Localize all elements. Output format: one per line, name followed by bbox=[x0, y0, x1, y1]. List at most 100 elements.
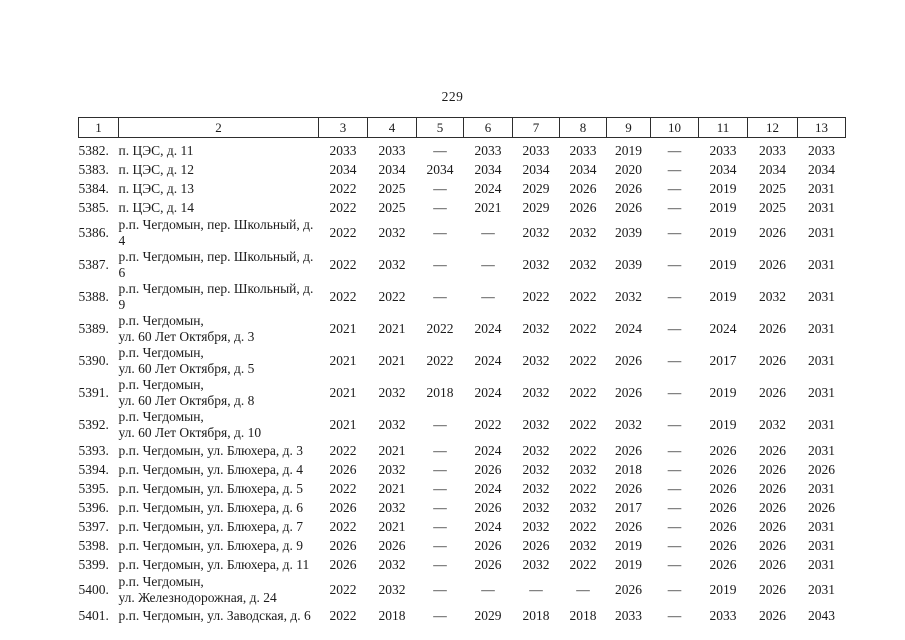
row-value: 2031 bbox=[808, 518, 835, 534]
row-value: 2024 bbox=[474, 321, 502, 336]
row-value: 2024 bbox=[474, 180, 502, 196]
row-value: 2019 bbox=[709, 180, 737, 196]
row-value: 2017 bbox=[709, 353, 737, 368]
row-value: 2026 bbox=[474, 499, 502, 515]
row-value: 2033 bbox=[522, 142, 550, 158]
row-value: 2034 bbox=[426, 161, 454, 177]
row-address: р.п. Чегдомын, ул. Блюхера, д. 7 bbox=[118, 518, 303, 534]
row-value: 2026 bbox=[759, 385, 786, 400]
row-value: 2022 bbox=[522, 289, 550, 304]
row-value: 2032 bbox=[522, 480, 550, 496]
row-value: — bbox=[667, 461, 682, 477]
row-value: — bbox=[667, 556, 682, 572]
row-value: — bbox=[667, 161, 682, 177]
column-header-2: 2 bbox=[118, 117, 319, 138]
row-value: 2026 bbox=[329, 461, 357, 477]
row-number: 5387. bbox=[78, 257, 109, 272]
row-address: р.п. Чегдомын, ул. 60 Лет Октября, д. 3 bbox=[118, 313, 255, 344]
row-value: 2024 bbox=[474, 353, 502, 368]
row-value: 2026 bbox=[709, 480, 737, 496]
row-address: р.п. Чегдомын, ул. Блюхера, д. 9 bbox=[118, 537, 303, 553]
row-value: 2025 bbox=[759, 180, 786, 196]
row-value: 2026 bbox=[522, 537, 550, 553]
column-header-4: 4 bbox=[367, 117, 417, 138]
row-value: 2034 bbox=[378, 161, 406, 177]
row-value: 2022 bbox=[378, 289, 406, 304]
row-value: — bbox=[667, 537, 682, 553]
row-value: 2031 bbox=[808, 417, 835, 432]
row-value: 2034 bbox=[522, 161, 550, 177]
row-number: 5392. bbox=[78, 417, 109, 432]
row-value: 2026 bbox=[615, 582, 642, 597]
row-value: — bbox=[481, 582, 495, 597]
table-row: 5401. р.п. Чегдомын, ул. Заводская, д. 6 2… bbox=[79, 606, 846, 625]
table-row: 5394. р.п. Чегдомын, ул. Блюхера, д. 4 202… bbox=[79, 460, 846, 479]
row-address: р.п. Чегдомын, ул. Блюхера, д. 11 bbox=[118, 556, 310, 572]
row-value: — bbox=[481, 257, 495, 272]
row-value: — bbox=[529, 582, 543, 597]
table-row: 5400. р.п. Чегдомын, ул. Железнодорожная,… bbox=[79, 574, 846, 606]
row-value: 2032 bbox=[522, 518, 550, 534]
row-value: 2020 bbox=[615, 161, 642, 177]
row-value: — bbox=[433, 442, 447, 458]
row-value: 2032 bbox=[759, 417, 786, 432]
row-value: 2043 bbox=[808, 607, 835, 623]
row-value: 2022 bbox=[329, 225, 357, 240]
row-value: 2033 bbox=[759, 142, 786, 158]
column-header-9: 9 bbox=[606, 117, 651, 138]
row-value: — bbox=[667, 385, 682, 400]
row-value: 2024 bbox=[474, 442, 502, 458]
row-value: 2026 bbox=[709, 518, 737, 534]
row-value: 2026 bbox=[759, 607, 786, 623]
column-header-11: 11 bbox=[698, 117, 748, 138]
row-value: 2031 bbox=[808, 537, 835, 553]
table-row: 5395. р.п. Чегдомын, ул. Блюхера, д. 5 202… bbox=[79, 479, 846, 498]
row-value: 2026 bbox=[615, 199, 642, 215]
row-number: 5395. bbox=[78, 480, 109, 496]
row-value: 2026 bbox=[709, 537, 737, 553]
row-value: — bbox=[433, 607, 447, 623]
row-value: 2033 bbox=[808, 142, 835, 158]
row-value: 2032 bbox=[759, 289, 786, 304]
row-value: 2031 bbox=[808, 480, 835, 496]
row-value: 2026 bbox=[615, 353, 642, 368]
row-value: 2026 bbox=[615, 480, 642, 496]
row-value: 2026 bbox=[709, 499, 737, 515]
row-value: 2024 bbox=[615, 321, 642, 336]
row-number: 5398. bbox=[78, 537, 109, 553]
row-value: 2019 bbox=[615, 556, 642, 572]
row-value: 2026 bbox=[709, 442, 737, 458]
row-value: 2032 bbox=[378, 582, 406, 597]
row-value: 2032 bbox=[522, 321, 550, 336]
row-value: 2022 bbox=[569, 353, 597, 368]
row-value: — bbox=[433, 225, 447, 240]
row-value: — bbox=[667, 442, 682, 458]
table-row: 5398. р.п. Чегдомын, ул. Блюхера, д. 9 202… bbox=[79, 536, 846, 555]
row-value: 2032 bbox=[378, 417, 406, 432]
row-value: — bbox=[667, 199, 682, 215]
table-header-row: 1 2 3 4 5 6 7 8 9 10 11 12 13 bbox=[78, 117, 846, 138]
row-address: р.п. Чегдомын, ул. Блюхера, д. 4 bbox=[118, 461, 303, 477]
row-value: 2022 bbox=[329, 480, 357, 496]
row-value: 2026 bbox=[759, 257, 786, 272]
row-value: 2026 bbox=[759, 556, 786, 572]
row-number: 5397. bbox=[78, 518, 109, 534]
column-header-5: 5 bbox=[416, 117, 464, 138]
row-value: 2019 bbox=[615, 142, 642, 158]
row-value: 2022 bbox=[329, 257, 357, 272]
row-value: 2022 bbox=[569, 442, 597, 458]
row-value: — bbox=[481, 289, 495, 304]
column-header-12: 12 bbox=[747, 117, 798, 138]
row-value: 2022 bbox=[329, 582, 357, 597]
row-address: р.п. Чегдомын, пер. Школьный, д. 4 bbox=[118, 217, 314, 248]
row-value: — bbox=[667, 289, 682, 304]
row-value: — bbox=[481, 225, 495, 240]
row-value: 2026 bbox=[759, 518, 786, 534]
row-value: 2032 bbox=[522, 257, 550, 272]
row-value: 2022 bbox=[569, 321, 597, 336]
row-value: 2034 bbox=[759, 161, 786, 177]
row-value: 2022 bbox=[329, 289, 357, 304]
page-number: 229 bbox=[441, 89, 464, 104]
row-value: 2026 bbox=[759, 537, 786, 553]
